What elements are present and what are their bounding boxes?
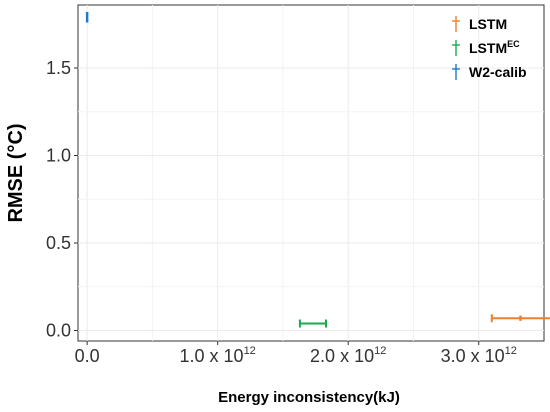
x-axis: 0.0 1.0 x 1012 2.0 x 1012 3.0 x 1012 [75, 341, 517, 366]
y-tick-label: 0.5 [46, 233, 71, 253]
y-tick-label: 0.0 [46, 321, 71, 341]
x-axis-title: Energy inconsistency(kJ) [218, 389, 400, 406]
legend-label: W2-calib [469, 64, 527, 80]
y-axis: 0.0 0.5 1.0 1.5 [46, 58, 78, 341]
legend-label: LSTMEC [469, 39, 520, 56]
x-tick-label: 0.0 [75, 346, 100, 366]
legend-item: LSTMEC [452, 39, 520, 56]
x-tick-label: 3.0 x 1012 [441, 345, 517, 366]
legend: LSTM LSTMEC W2-calib [452, 16, 527, 80]
y-axis-title: RMSE (°C) [5, 123, 27, 222]
legend-label: LSTM [469, 16, 507, 32]
panel-background [77, 4, 545, 342]
legend-item: W2-calib [452, 64, 527, 80]
y-tick-label: 1.5 [46, 58, 71, 78]
legend-item: LSTM [452, 16, 507, 32]
grid [78, 5, 544, 341]
series-point [490, 314, 550, 323]
series-point [298, 319, 328, 328]
y-tick-label: 1.0 [46, 146, 71, 166]
x-tick-label: 2.0 x 1012 [310, 345, 386, 366]
x-tick-label: 1.0 x 1012 [180, 345, 256, 366]
data-marks [85, 12, 550, 328]
